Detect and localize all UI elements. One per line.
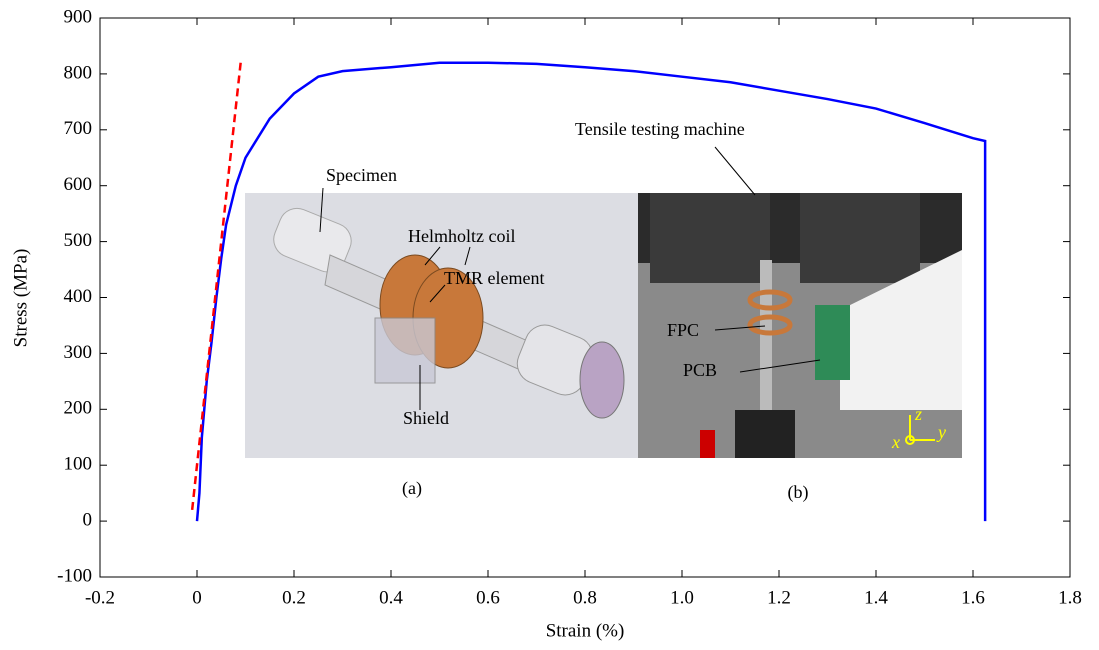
line [192, 63, 241, 510]
x-tick-label: 0.4 [379, 587, 403, 608]
y-axis-title: Stress (MPa) [10, 249, 31, 348]
x-tick-label: 1.0 [670, 587, 694, 608]
chart: Specimen Helmholtz coil TMR element Shie… [0, 0, 1099, 645]
x-tick-label: -0.2 [85, 587, 115, 608]
y-tick-label: 800 [64, 62, 93, 83]
x-tick-label: 1.8 [1058, 587, 1082, 608]
y-tick-label: 0 [83, 509, 93, 530]
y-tick-label: 500 [64, 230, 93, 251]
y-tick-label: 900 [64, 6, 93, 27]
annotation: Tensile testing machine [575, 119, 745, 139]
annotation: (b) [788, 482, 809, 503]
annotation: Helmholtz coil [408, 226, 515, 246]
y-tick-label: 300 [64, 342, 93, 363]
x-tick-label: 0.8 [573, 587, 597, 608]
y-tick-label: 100 [64, 454, 93, 475]
annotation: PCB [683, 360, 717, 380]
x-tick-label: 0.2 [282, 587, 306, 608]
y-tick-label: -100 [57, 565, 92, 586]
x-tick-label: 0 [192, 587, 202, 608]
y-tick-label: 400 [64, 286, 93, 307]
x-tick-label: 1.6 [961, 587, 985, 608]
y-tick-label: 200 [64, 398, 93, 419]
x-tick-label: 0.6 [476, 587, 500, 608]
annotation: x [891, 432, 900, 452]
x-tick-label: 1.4 [864, 587, 888, 608]
y-tick-label: 600 [64, 174, 93, 195]
annotation: FPC [667, 320, 699, 340]
x-tick-label: 1.2 [767, 587, 791, 608]
annotation: Shield [403, 408, 449, 428]
annotation: (a) [402, 478, 422, 499]
annotation: Specimen [326, 165, 397, 185]
annotation: z [914, 404, 922, 424]
annotation: y [936, 422, 946, 442]
x-axis-title: Strain (%) [546, 620, 625, 641]
annotation: TMR element [444, 268, 544, 288]
y-tick-label: 700 [64, 118, 93, 139]
